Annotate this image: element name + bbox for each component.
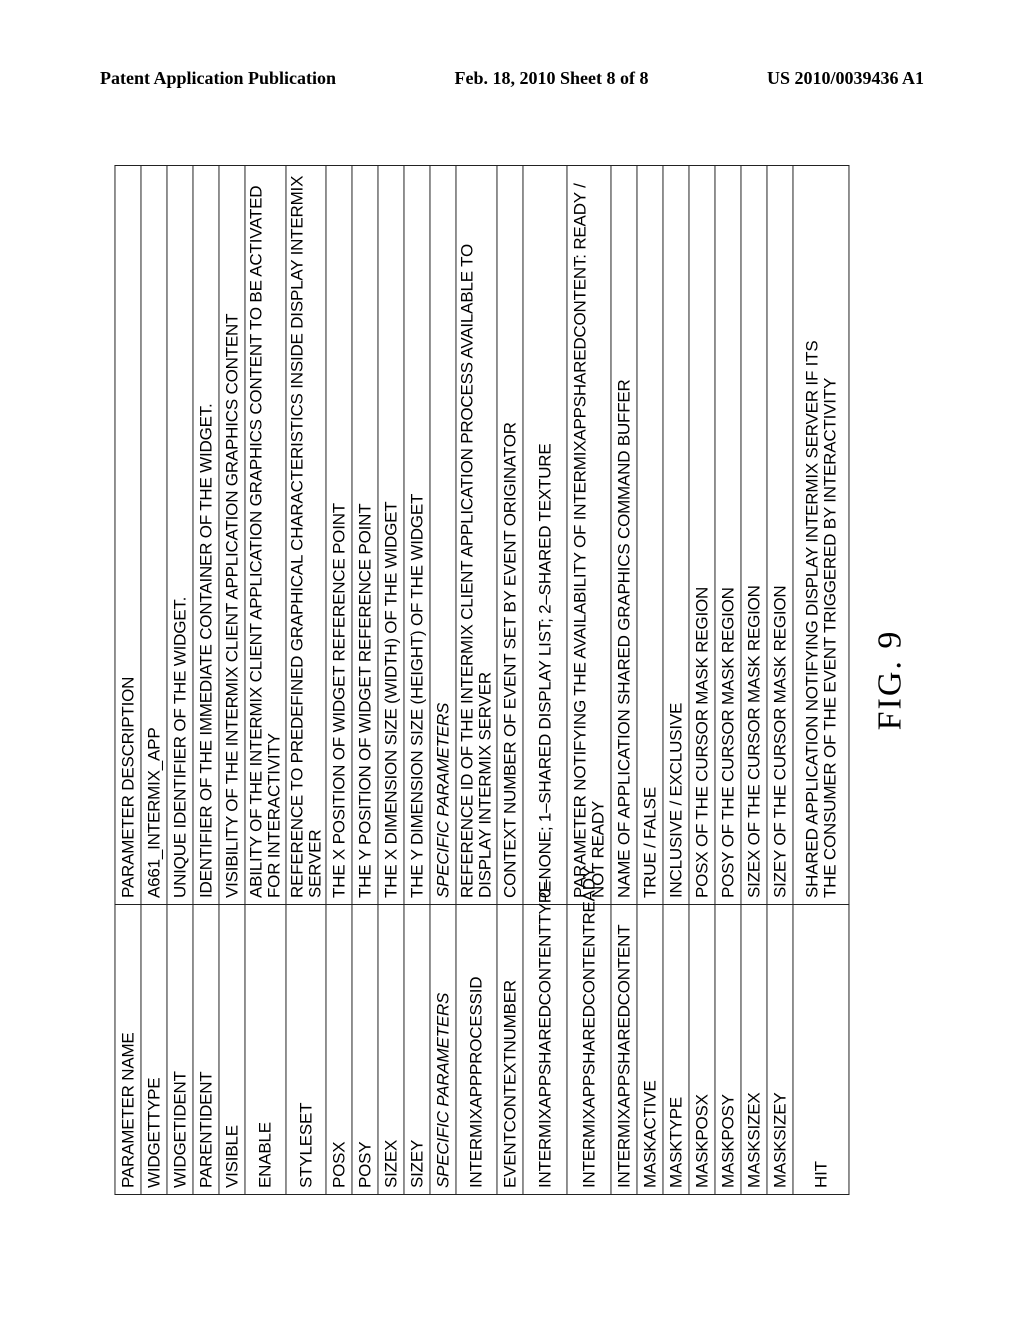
table-row: WIDGETTYPEA661_INTERMIX_APP xyxy=(141,166,167,1195)
page: Patent Application Publication Feb. 18, … xyxy=(0,0,1024,1320)
table-row: EVENTCONTEXTNUMBERCONTEXT NUMBER OF EVEN… xyxy=(497,166,523,1195)
figure-caption: FIG. 9 xyxy=(872,165,910,1195)
table-row: MASKPOSXPOSX OF THE CURSOR MASK REGION xyxy=(689,166,715,1195)
param-name-cell: WIDGETTYPE xyxy=(141,905,167,1195)
param-desc-cell: CONTEXT NUMBER OF EVENT SET BY EVENT ORI… xyxy=(497,166,523,905)
table-header-row: PARAMETER NAMEPARAMETER DESCRIPTION xyxy=(115,166,141,1195)
param-name-cell: ENABLE xyxy=(245,905,286,1195)
header-center: Feb. 18, 2010 Sheet 8 of 8 xyxy=(455,68,649,89)
param-name-cell: MASKACTIVE xyxy=(637,905,663,1195)
table-row: MASKSIZEXSIZEX OF THE CURSOR MASK REGION xyxy=(741,166,767,1195)
table-row: SIZEYTHE Y DIMENSION SIZE (HEIGHT) OF TH… xyxy=(404,166,430,1195)
param-desc-cell: SIZEY OF THE CURSOR MASK REGION xyxy=(767,166,793,905)
param-name-cell: INTERMIXAPPSHAREDCONTENTTYPE xyxy=(523,905,567,1195)
param-desc-cell: THE X POSITION OF WIDGET REFERENCE POINT xyxy=(326,166,352,905)
param-desc-cell: 0–NONE; 1–SHARED DISPLAY LIST; 2–SHARED … xyxy=(523,166,567,905)
col-header-name: PARAMETER NAME xyxy=(115,905,141,1195)
param-name-cell: SPECIFIC PARAMETERS xyxy=(430,905,456,1195)
table-row: VISIBLEVISIBILITY OF THE INTERMIX CLIENT… xyxy=(219,166,245,1195)
table-row: HITSHARED APPLICATION NOTIFYING DISPLAY … xyxy=(793,166,849,1195)
table-row: ENABLEABILITY OF THE INTERMIX CLIENT APP… xyxy=(245,166,286,1195)
param-desc-cell: POSY OF THE CURSOR MASK REGION xyxy=(715,166,741,905)
param-desc-cell: PARAMETER NOTIFYING THE AVAILABILITY OF … xyxy=(567,166,611,905)
param-name-cell: MASKPOSX xyxy=(689,905,715,1195)
table-row: INTERMIXAPPSHAREDCONTENTREADYPARAMETER N… xyxy=(567,166,611,1195)
param-name-cell: SIZEX xyxy=(378,905,404,1195)
param-desc-cell: VISIBILITY OF THE INTERMIX CLIENT APPLIC… xyxy=(219,166,245,905)
param-desc-cell: SIZEX OF THE CURSOR MASK REGION xyxy=(741,166,767,905)
table-row: PARENTIDENTIDENTIFIER OF THE IMMEDIATE C… xyxy=(193,166,219,1195)
table-row: MASKPOSYPOSY OF THE CURSOR MASK REGION xyxy=(715,166,741,1195)
parameter-table: PARAMETER NAMEPARAMETER DESCRIPTIONWIDGE… xyxy=(114,165,849,1195)
param-desc-cell: UNIQUE IDENTIFIER OF THE WIDGET. xyxy=(167,166,193,905)
parameter-table-wrap: PARAMETER NAMEPARAMETER DESCRIPTIONWIDGE… xyxy=(114,165,909,1195)
param-name-cell: POSY xyxy=(352,905,378,1195)
table-row: SPECIFIC PARAMETERSSPECIFIC PARAMETERS xyxy=(430,166,456,1195)
param-name-cell: MASKSIZEX xyxy=(741,905,767,1195)
param-name-cell: INTERMIXAPPPROCESSID xyxy=(456,905,497,1195)
param-name-cell: EVENTCONTEXTNUMBER xyxy=(497,905,523,1195)
param-desc-cell: NAME OF APPLICATION SHARED GRAPHICS COMM… xyxy=(611,166,637,905)
header-left: Patent Application Publication xyxy=(100,68,336,89)
param-name-cell: STYLESET xyxy=(286,905,327,1195)
parameter-table-body: PARAMETER NAMEPARAMETER DESCRIPTIONWIDGE… xyxy=(115,166,849,1195)
param-name-cell: MASKPOSY xyxy=(715,905,741,1195)
param-desc-cell: THE Y DIMENSION SIZE (HEIGHT) OF THE WID… xyxy=(404,166,430,905)
table-row: MASKTYPEINCLUSIVE / EXCLUSIVE xyxy=(663,166,689,1195)
table-row: SIZEXTHE X DIMENSION SIZE (WIDTH) OF THE… xyxy=(378,166,404,1195)
table-row: INTERMIXAPPSHAREDCONTENTNAME OF APPLICAT… xyxy=(611,166,637,1195)
param-name-cell: SIZEY xyxy=(404,905,430,1195)
param-name-cell: MASKSIZEY xyxy=(767,905,793,1195)
table-row: INTERMIXAPPPROCESSIDREFERENCE ID OF THE … xyxy=(456,166,497,1195)
param-name-cell: WIDGETIDENT xyxy=(167,905,193,1195)
param-desc-cell: SHARED APPLICATION NOTIFYING DISPLAY INT… xyxy=(793,166,849,905)
table-row: WIDGETIDENTUNIQUE IDENTIFIER OF THE WIDG… xyxy=(167,166,193,1195)
table-row: INTERMIXAPPSHAREDCONTENTTYPE0–NONE; 1–SH… xyxy=(523,166,567,1195)
table-row: POSYTHE Y POSITION OF WIDGET REFERENCE P… xyxy=(352,166,378,1195)
param-name-cell: INTERMIXAPPSHAREDCONTENT xyxy=(611,905,637,1195)
figure-rotated: PARAMETER NAMEPARAMETER DESCRIPTIONWIDGE… xyxy=(114,165,909,1195)
param-desc-cell: A661_INTERMIX_APP xyxy=(141,166,167,905)
param-desc-cell: IDENTIFIER OF THE IMMEDIATE CONTAINER OF… xyxy=(193,166,219,905)
param-desc-cell: TRUE / FALSE xyxy=(637,166,663,905)
param-desc-cell: SPECIFIC PARAMETERS xyxy=(430,166,456,905)
param-desc-cell: POSX OF THE CURSOR MASK REGION xyxy=(689,166,715,905)
page-header: Patent Application Publication Feb. 18, … xyxy=(100,68,924,89)
param-desc-cell: REFERENCE ID OF THE INTERMIX CLIENT APPL… xyxy=(456,166,497,905)
table-row: MASKACTIVETRUE / FALSE xyxy=(637,166,663,1195)
table-row: MASKSIZEYSIZEY OF THE CURSOR MASK REGION xyxy=(767,166,793,1195)
header-right: US 2010/0039436 A1 xyxy=(767,68,924,89)
table-row: STYLESETREFERENCE TO PREDEFINED GRAPHICA… xyxy=(286,166,327,1195)
param-desc-cell: INCLUSIVE / EXCLUSIVE xyxy=(663,166,689,905)
param-name-cell: VISIBLE xyxy=(219,905,245,1195)
param-desc-cell: THE X DIMENSION SIZE (WIDTH) OF THE WIDG… xyxy=(378,166,404,905)
param-desc-cell: ABILITY OF THE INTERMIX CLIENT APPLICATI… xyxy=(245,166,286,905)
param-desc-cell: REFERENCE TO PREDEFINED GRAPHICAL CHARAC… xyxy=(286,166,327,905)
param-name-cell: MASKTYPE xyxy=(663,905,689,1195)
param-desc-cell: THE Y POSITION OF WIDGET REFERENCE POINT xyxy=(352,166,378,905)
param-name-cell: INTERMIXAPPSHAREDCONTENTREADY xyxy=(567,905,611,1195)
param-name-cell: POSX xyxy=(326,905,352,1195)
col-header-desc: PARAMETER DESCRIPTION xyxy=(115,166,141,905)
table-row: POSXTHE X POSITION OF WIDGET REFERENCE P… xyxy=(326,166,352,1195)
param-name-cell: HIT xyxy=(793,905,849,1195)
param-name-cell: PARENTIDENT xyxy=(193,905,219,1195)
